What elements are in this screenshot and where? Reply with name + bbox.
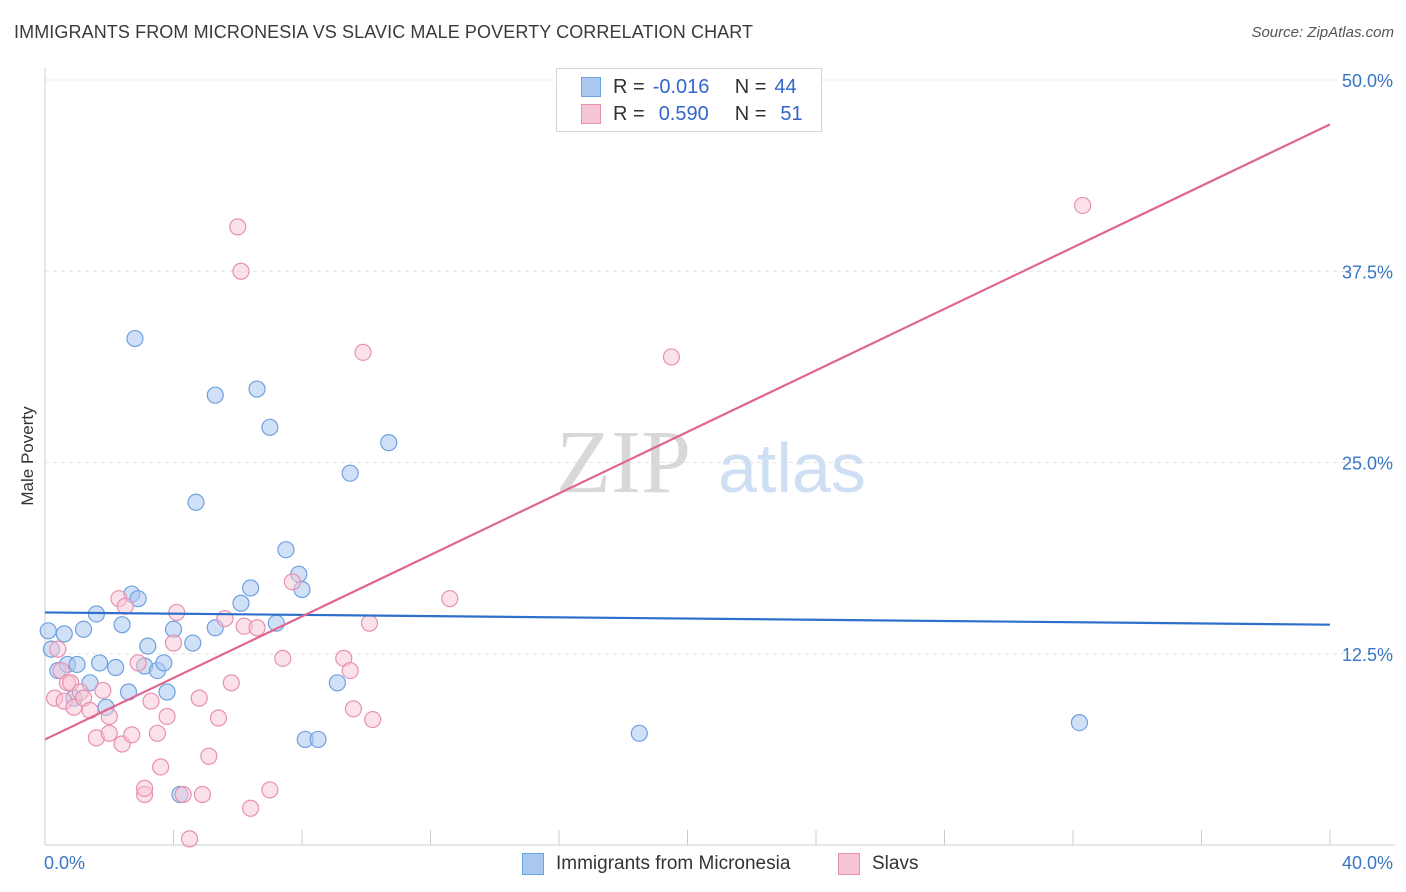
data-point-slavs (152, 758, 170, 776)
data-point-micronesia (158, 683, 176, 701)
y-tick-label: 50.0% (1342, 71, 1393, 91)
legend-r-value: -0.016 (652, 75, 710, 98)
data-point-slavs (142, 692, 160, 710)
data-point-micronesia (155, 654, 173, 672)
data-point-micronesia (139, 637, 157, 655)
data-point-micronesia (187, 493, 205, 511)
data-point-slavs (283, 573, 301, 591)
data-point-slavs (190, 689, 208, 707)
data-point-micronesia (242, 579, 260, 597)
data-point-micronesia (129, 590, 147, 608)
legend-n-label: N = (734, 75, 767, 98)
source-credit: Source: ZipAtlas.com (1251, 24, 1394, 41)
data-point-micronesia (248, 380, 266, 398)
data-point-slavs (168, 603, 186, 622)
data-point-micronesia (113, 616, 131, 634)
legend-row-slavs: R = 0.590 N = 51 (581, 102, 803, 126)
data-point-slavs (129, 654, 147, 672)
y-tick-label: 37.5% (1342, 262, 1393, 282)
trend-line-micronesia (44, 611, 1331, 626)
data-point-slavs (1074, 196, 1092, 215)
legend-swatch-blue (581, 77, 601, 97)
bottom-legend-micronesia: Immigrants from Micronesia (522, 851, 790, 877)
trend-line-slavs (44, 123, 1331, 741)
data-point-slavs (344, 700, 362, 718)
data-point-slavs (100, 724, 118, 742)
legend-swatch-pink (838, 853, 860, 875)
legend-r-label: R = (613, 102, 645, 125)
legend-n-value: 51 (780, 102, 803, 125)
y-tick-label: 25.0% (1342, 454, 1393, 474)
data-point-micronesia (126, 329, 144, 348)
stats-legend: R = -0.016 N = 44 R = 0.590 N = 51 (556, 68, 822, 132)
data-point-slavs (248, 619, 266, 637)
data-point-slavs (148, 724, 167, 742)
data-point-micronesia (341, 464, 359, 482)
data-point-micronesia (232, 594, 250, 612)
data-point-slavs (229, 218, 247, 236)
data-point-micronesia (328, 674, 346, 692)
data-point-micronesia (107, 658, 125, 677)
data-point-slavs (94, 681, 112, 700)
data-point-slavs (360, 614, 379, 632)
data-point-slavs (261, 781, 279, 799)
data-point-micronesia (55, 625, 73, 643)
axes (44, 68, 1395, 846)
data-point-slavs (222, 674, 240, 692)
data-point-slavs (49, 640, 67, 658)
data-point-micronesia (380, 434, 398, 452)
gridlines (45, 79, 1395, 655)
data-point-micronesia (261, 418, 279, 436)
x-tick-label: 0.0% (44, 853, 85, 873)
chart-title: IMMIGRANTS FROM MICRONESIA VS SLAVIC MAL… (14, 22, 754, 42)
data-point-micronesia (184, 634, 202, 652)
data-point-micronesia (91, 654, 109, 672)
data-point-slavs (200, 747, 218, 765)
data-point-micronesia (1070, 713, 1089, 732)
trend-lines (44, 123, 1331, 741)
legend-swatch-blue (522, 853, 544, 875)
legend-n-value: 44 (774, 75, 797, 98)
data-point-slavs (662, 348, 681, 366)
data-point-slavs (274, 649, 292, 667)
legend-n-label: N = (734, 102, 767, 125)
data-point-slavs (441, 590, 459, 608)
data-point-slavs (209, 709, 228, 727)
data-point-micronesia (39, 622, 57, 640)
tick-labels: 12.5% 25.0% 37.5% 50.0% 0.0% 40.0% (44, 71, 1393, 873)
data-point-slavs (364, 710, 382, 729)
series-slavs-points (46, 196, 1092, 848)
data-point-slavs (180, 830, 199, 848)
data-point-slavs (216, 609, 234, 628)
data-point-micronesia (277, 541, 295, 559)
data-point-slavs (158, 707, 176, 726)
legend-r-label: R = (613, 75, 645, 98)
data-point-slavs (164, 634, 183, 652)
legend-series-name: Immigrants from Micronesia (556, 853, 791, 874)
watermark-atlas: atlas (718, 429, 866, 507)
data-point-slavs (341, 661, 359, 680)
data-point-slavs (123, 726, 141, 744)
x-tick-label: 40.0% (1342, 853, 1393, 873)
data-point-micronesia (309, 730, 327, 749)
data-point-micronesia (206, 386, 224, 404)
bottom-legend-slavs: Slavs (838, 851, 918, 877)
data-point-slavs (116, 597, 134, 615)
data-point-micronesia (68, 655, 86, 674)
y-tick-label: 12.5% (1342, 645, 1393, 665)
data-point-slavs (242, 799, 260, 817)
legend-row-micronesia: R = -0.016 N = 44 (581, 75, 797, 99)
data-point-slavs (193, 785, 212, 804)
series-micronesia-points (39, 329, 1089, 804)
legend-series-name: Slavs (872, 853, 919, 874)
data-point-micronesia (74, 620, 93, 638)
data-point-slavs (354, 343, 372, 361)
data-point-slavs (174, 785, 192, 804)
data-point-slavs (232, 262, 250, 280)
legend-r-value: 0.590 (658, 102, 709, 125)
legend-swatch-pink (581, 104, 601, 124)
data-point-micronesia (630, 724, 648, 742)
data-point-slavs (135, 779, 154, 797)
